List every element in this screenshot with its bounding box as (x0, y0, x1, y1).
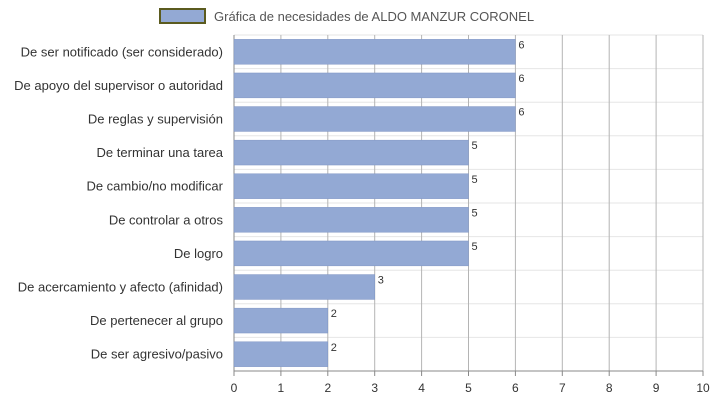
category-label: De logro (174, 246, 223, 261)
data-label: 5 (472, 174, 478, 186)
x-tick-label: 6 (512, 381, 519, 395)
bar (233, 39, 516, 65)
legend-label: Gráfica de necesidades de ALDO MANZUR CO… (214, 8, 535, 24)
bar (233, 173, 469, 199)
category-label: De apoyo del supervisor o autoridad (14, 78, 223, 93)
data-label: 5 (472, 207, 478, 219)
bar (233, 240, 469, 267)
x-tick-label: 10 (696, 381, 710, 395)
x-tick-label: 8 (606, 381, 613, 395)
x-tick-label: 3 (371, 381, 378, 395)
x-tick-label: 1 (278, 381, 285, 395)
x-tick-label: 9 (653, 381, 660, 395)
data-label: 2 (331, 342, 337, 354)
category-label: De controlar a otros (109, 212, 224, 227)
category-label: De pertenecer al grupo (90, 313, 223, 328)
legend-swatch (159, 8, 206, 24)
category-label: De reglas y supervisión (88, 112, 223, 127)
bar (233, 207, 469, 233)
x-tick-label: 7 (559, 381, 566, 395)
category-label: De terminar una tarea (97, 145, 224, 160)
data-label: 6 (518, 73, 524, 85)
bar (233, 72, 516, 99)
data-label: 5 (472, 241, 478, 253)
bar (233, 274, 375, 300)
category-label: De ser agresivo/pasivo (91, 347, 223, 362)
x-tick-label: 0 (231, 381, 238, 395)
x-tick-label: 2 (324, 381, 331, 395)
data-label: 2 (331, 308, 337, 320)
category-label: De cambio/no modificar (86, 179, 223, 194)
data-label: 6 (518, 39, 524, 51)
chart-legend: Gráfica de necesidades de ALDO MANZUR CO… (159, 8, 534, 24)
data-label: 3 (378, 275, 384, 287)
bar (233, 341, 329, 367)
x-tick-label: 5 (465, 381, 472, 395)
data-label: 5 (472, 140, 478, 152)
bar (233, 106, 516, 132)
x-tick-label: 4 (418, 381, 425, 395)
category-label: De ser notificado (ser considerado) (21, 44, 223, 59)
category-label: De acercamiento y afecto (afinidad) (18, 280, 223, 295)
data-label: 6 (518, 107, 524, 119)
bar (233, 139, 469, 166)
bar (233, 307, 329, 334)
